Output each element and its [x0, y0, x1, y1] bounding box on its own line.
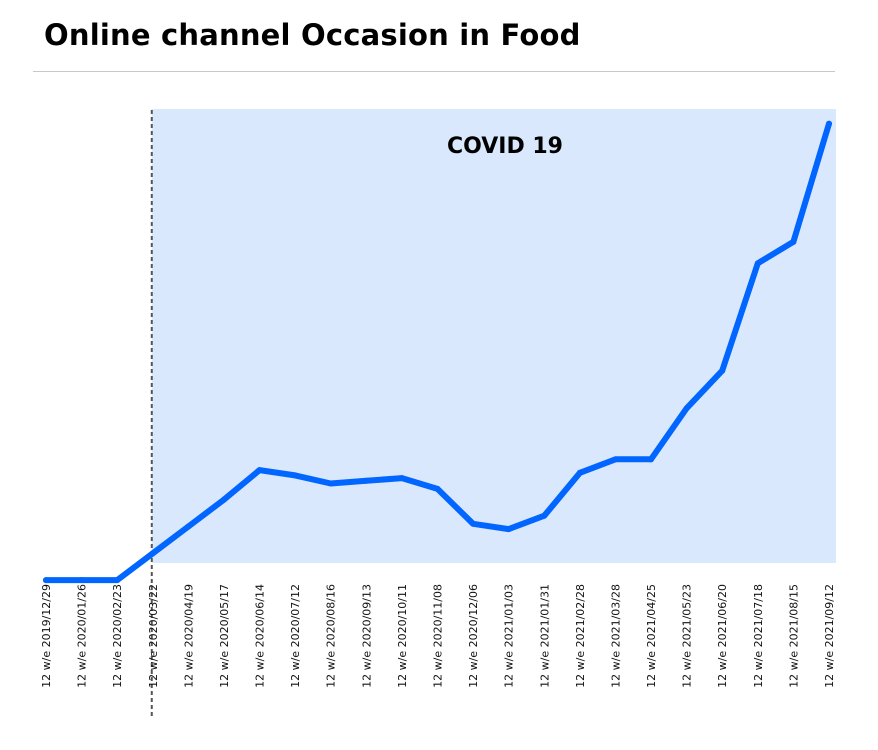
data-point: [754, 260, 761, 267]
x-tick-label: 12 w/e 2020/03/22: [147, 584, 160, 688]
data-point: [434, 485, 441, 492]
x-tick-label: 12 w/e 2020/09/13: [360, 584, 373, 688]
covid-period-band: [151, 109, 837, 563]
data-point: [363, 477, 370, 484]
data-point: [470, 520, 477, 527]
x-tick-label: 12 w/e 2020/07/12: [289, 584, 302, 688]
covid-annotation: COVID 19: [447, 134, 563, 159]
data-point: [505, 526, 512, 533]
x-tick-label: 12 w/e 2019/12/29: [40, 584, 53, 688]
x-tick-label: 12 w/e 2021/05/23: [681, 584, 694, 688]
x-tick-label: 12 w/e 2020/08/16: [325, 584, 338, 688]
data-point: [683, 405, 690, 412]
data-point: [292, 472, 299, 479]
data-point: [327, 480, 334, 487]
x-tick-label: 12 w/e 2021/07/18: [752, 584, 765, 688]
x-tick-label: 12 w/e 2021/03/28: [609, 584, 622, 688]
x-axis-tick-labels: 12 w/e 2019/12/29 12 w/e 2020/01/26 12 w/e…: [40, 584, 836, 688]
data-point: [220, 496, 227, 503]
data-point: [256, 467, 263, 474]
x-tick-label: 12 w/e 2021/08/15: [787, 584, 800, 688]
x-tick-label: 12 w/e 2020/05/17: [218, 584, 231, 688]
x-tick-label: 12 w/e 2020/06/14: [254, 584, 267, 688]
x-tick-label: 12 w/e 2020/10/11: [396, 584, 409, 688]
data-point: [43, 577, 49, 584]
x-tick-label: 12 w/e 2021/09/12: [823, 584, 836, 688]
data-point: [790, 238, 797, 245]
x-tick-label: 12 w/e 2020/01/26: [76, 584, 89, 688]
x-tick-label: 12 w/e 2021/01/03: [503, 584, 516, 688]
x-tick-label: 12 w/e 2021/01/31: [538, 584, 551, 688]
x-tick-label: 12 w/e 2021/06/20: [716, 584, 729, 688]
data-point: [78, 577, 85, 584]
data-point: [576, 469, 583, 476]
title-divider: [33, 71, 835, 72]
x-tick-label: 12 w/e 2021/02/28: [574, 584, 587, 688]
data-point: [826, 120, 832, 127]
data-point: [149, 550, 156, 557]
x-tick-label: 12 w/e 2020/11/08: [432, 584, 445, 688]
data-point: [648, 456, 655, 463]
x-tick-label: 12 w/e 2020/12/06: [467, 584, 480, 688]
chart-title: Online channel Occasion in Food: [44, 18, 581, 52]
x-tick-label: 12 w/e 2020/04/19: [182, 584, 195, 688]
x-tick-label: 12 w/e 2021/04/25: [645, 584, 658, 688]
data-point: [541, 512, 548, 519]
data-point: [612, 456, 619, 463]
data-point: [185, 523, 192, 530]
data-point: [114, 577, 121, 584]
data-point: [719, 367, 726, 374]
data-point: [398, 475, 405, 482]
x-tick-label: 12 w/e 2020/02/23: [111, 584, 124, 688]
